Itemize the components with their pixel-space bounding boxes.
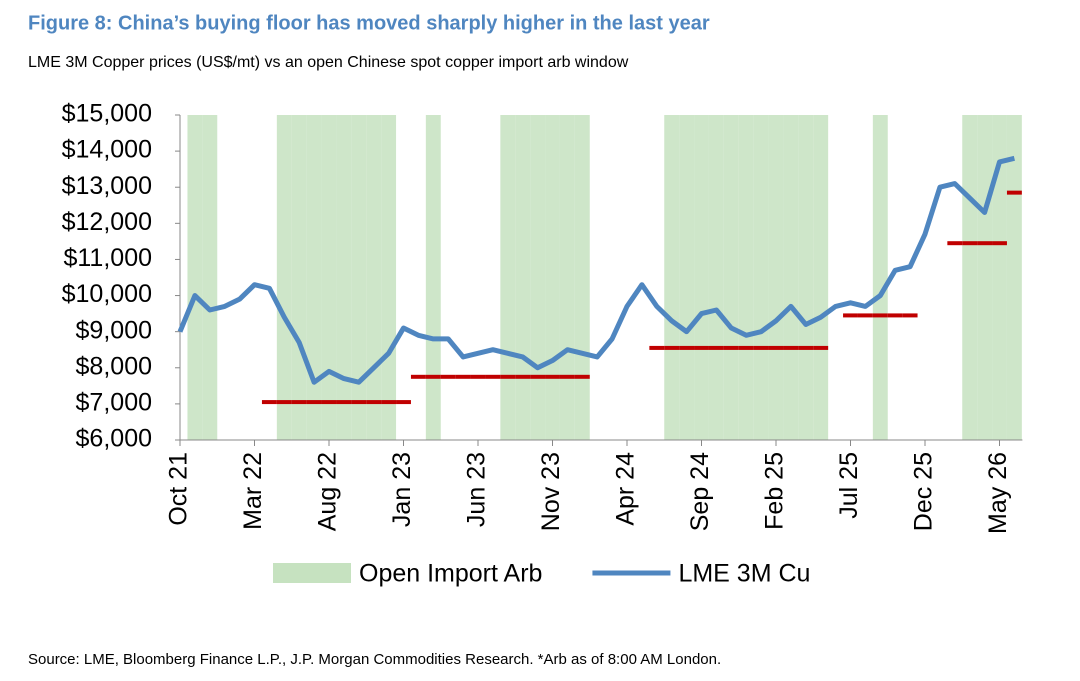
x-tick-label: Sep 24 [686, 452, 714, 531]
chart-title: Figure 8: China’s buying floor has moved… [28, 12, 710, 34]
price-line [177, 155, 1015, 385]
x-tick-label: Jul 25 [835, 452, 863, 519]
x-tick-label: Dec 25 [910, 452, 938, 531]
arb-band [992, 115, 1007, 440]
arb-band [679, 115, 695, 440]
arb-band [306, 115, 322, 440]
x-tick-label: May 26 [984, 452, 1012, 534]
arb-band [366, 115, 382, 440]
arb-band [291, 115, 307, 440]
x-tick-label: Jun 23 [463, 452, 491, 527]
y-tick-label: $12,000 [62, 208, 152, 236]
legend-swatch [273, 563, 351, 583]
arb-band [694, 115, 709, 440]
arb-band [708, 115, 724, 440]
arb-band [530, 115, 546, 440]
x-tick-label: Apr 24 [612, 452, 640, 526]
x-tick-label: Mar 22 [239, 452, 267, 530]
y-tick-label: $11,000 [63, 244, 152, 272]
arb-band [545, 115, 560, 440]
chart-subtitle: LME 3M Copper prices (US$/mt) vs an open… [28, 54, 629, 71]
y-tick-label: $8,000 [76, 352, 152, 380]
arb-band [574, 115, 590, 440]
arb-band [1006, 115, 1022, 440]
arb-band [336, 115, 352, 440]
arb-band [559, 115, 575, 440]
arb-band [202, 115, 218, 440]
y-tick-label: $9,000 [76, 316, 152, 344]
arb-band [500, 115, 516, 440]
y-tick-label: $6,000 [76, 425, 152, 453]
arb-band [187, 115, 203, 440]
x-tick-label: Oct 21 [165, 452, 193, 526]
arb-band [723, 115, 739, 440]
arb-band [515, 115, 531, 440]
arb-band [962, 115, 978, 440]
source-note: Source: LME, Bloomberg Finance L.P., J.P… [28, 651, 721, 668]
y-tick-label: $10,000 [62, 280, 152, 308]
legend-label: LME 3M Cu [678, 560, 810, 588]
y-tick-label: $15,000 [62, 100, 152, 128]
arb-band [381, 115, 397, 440]
arb-band [738, 115, 754, 440]
y-tick-label: $14,000 [62, 136, 152, 164]
arb-band [813, 115, 829, 440]
arb-band [425, 115, 441, 440]
arb-band [977, 115, 993, 440]
x-tick-label: Feb 25 [761, 452, 789, 530]
x-tick-label: Jan 23 [388, 452, 416, 527]
arb-band [664, 115, 680, 440]
arb-band [783, 115, 799, 440]
arb-band [753, 115, 769, 440]
x-tick-label: Aug 22 [314, 452, 342, 531]
x-tick-label: Nov 23 [537, 452, 565, 531]
y-tick-label: $7,000 [76, 388, 152, 416]
arb-band [351, 115, 367, 440]
arb-band [276, 115, 292, 440]
arb-band [321, 115, 337, 440]
arb-band [872, 115, 888, 440]
arb-band [768, 115, 784, 440]
legend-label: Open Import Arb [359, 560, 542, 588]
arb-band [798, 115, 814, 440]
y-tick-label: $13,000 [62, 172, 152, 200]
